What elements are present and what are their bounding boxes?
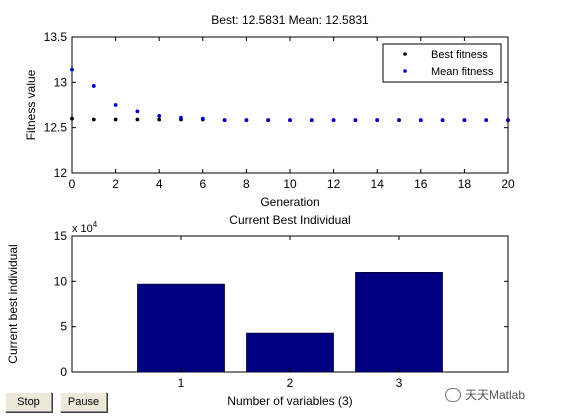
fitness-plot-ticks: 0 2 4 6 8 10 12 14 16 18 20 12 12.5 13 13.5 xyxy=(44,30,515,191)
y-tick-label: 12.5 xyxy=(44,121,68,135)
bar-variable-2 xyxy=(246,332,334,373)
best-fitness-point xyxy=(113,117,118,122)
y-tick-label: 0 xyxy=(60,365,67,379)
mean-fitness-point xyxy=(397,118,401,123)
x-tick-label: 8 xyxy=(243,177,250,191)
best-fitness-point xyxy=(70,116,74,121)
y-exponent-base: x 10 xyxy=(72,223,93,235)
best-individual-ticks: 1 2 3 0 5 10 15 xyxy=(54,229,508,390)
y-tick-label: 12 xyxy=(54,166,68,180)
mean-fitness-point xyxy=(484,118,489,123)
x-tick-label: 6 xyxy=(199,177,206,191)
stop-button[interactable]: Stop xyxy=(5,392,52,412)
x-tick-label: 1 xyxy=(178,376,185,390)
watermark: 天天Matlab xyxy=(445,386,525,403)
mean-fitness-point xyxy=(309,118,314,123)
best-individual-bars xyxy=(137,272,443,373)
x-tick-label: 2 xyxy=(112,177,119,191)
mean-fitness-point xyxy=(113,103,118,107)
best-individual-plot: Current Best Individual x 104 1 2 3051015 … xyxy=(6,213,509,408)
x-tick-label: 0 xyxy=(69,177,76,191)
y-tick-label: 5 xyxy=(60,320,67,334)
x-tick-label: 20 xyxy=(501,177,515,191)
fitness-plot-title: Best: 12.5831 Mean: 12.5831 xyxy=(211,13,369,27)
wechat-icon xyxy=(445,387,461,402)
pause-button[interactable]: Pause xyxy=(60,392,107,412)
mean-fitness-point xyxy=(353,118,358,123)
mean-fitness-point xyxy=(266,118,271,123)
mean-fitness-point xyxy=(222,118,227,123)
mean-fitness-point xyxy=(462,118,467,123)
bar-variable-3 xyxy=(355,272,443,373)
mean-fitness-point xyxy=(331,118,336,123)
mean-fitness-point xyxy=(157,113,162,118)
x-tick-label: 12 xyxy=(327,177,341,191)
bar-variable-1 xyxy=(137,283,225,373)
fitness-plot: Best: 12.5831 Mean: 12.5831 0 2 4 6 8 10 12 14 1… xyxy=(24,13,515,209)
fitness-plot-xlabel: Generation xyxy=(260,195,319,209)
x-tick-label: 16 xyxy=(414,177,428,191)
watermark-text: 天天Matlab xyxy=(465,388,526,402)
mean-fitness-point xyxy=(440,118,445,123)
mean-fitness-point xyxy=(91,84,96,88)
fitness-plot-legend: Best fitness Mean fitness xyxy=(382,43,502,83)
best-fitness-point xyxy=(135,117,140,122)
mean-fitness-point xyxy=(135,109,140,114)
x-tick-label: 14 xyxy=(371,177,385,191)
y-exponent-power: 4 xyxy=(93,220,98,229)
y-tick-label: 13 xyxy=(54,75,68,89)
mean-fitness-point xyxy=(288,118,292,123)
y-tick-label: 15 xyxy=(54,229,68,243)
mean-fitness-point xyxy=(179,115,183,120)
best-fitness-point xyxy=(157,117,162,122)
best-individual-xlabel: Number of variables (3) xyxy=(227,394,352,408)
x-tick-label: 10 xyxy=(283,177,297,191)
mean-fitness-point xyxy=(244,118,249,123)
mean-fitness-point xyxy=(418,118,423,123)
x-tick-label: 4 xyxy=(156,177,163,191)
mean-fitness-point xyxy=(70,67,74,72)
best-fitness-point xyxy=(91,117,96,122)
mean-fitness-point xyxy=(200,116,205,121)
mean-fitness-point xyxy=(375,118,380,123)
x-tick-label: 2 xyxy=(287,376,294,390)
legend-label-mean: Mean fitness xyxy=(431,66,494,78)
best-individual-title: Current Best Individual xyxy=(229,213,350,227)
legend-label-best: Best fitness xyxy=(431,49,488,61)
y-exponent-label: x 104 xyxy=(72,220,98,235)
best-individual-ylabel: Current best individual xyxy=(6,244,20,363)
fitness-plot-ylabel: Fitness value xyxy=(24,69,38,140)
fitness-plot-points xyxy=(70,67,510,123)
y-tick-label: 10 xyxy=(54,274,68,288)
x-tick-label: 18 xyxy=(458,177,472,191)
legend-marker-best xyxy=(403,52,407,56)
y-tick-label: 13.5 xyxy=(44,30,68,44)
legend-marker-mean xyxy=(403,69,407,73)
mean-fitness-point xyxy=(506,118,510,123)
legend-box xyxy=(382,43,502,83)
x-tick-label: 3 xyxy=(396,376,403,390)
